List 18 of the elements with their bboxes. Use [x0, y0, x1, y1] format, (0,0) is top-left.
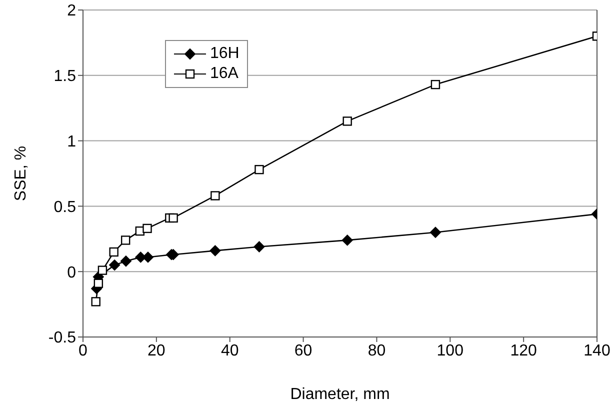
y-tick-label: 1.5 [54, 68, 76, 86]
x-tick-label: 80 [368, 342, 386, 360]
x-tick-label: 0 [78, 342, 88, 360]
y-tick-label: 1 [67, 133, 76, 150]
y-tick-label: 0.5 [54, 198, 76, 216]
x-tick-label: 120 [510, 342, 538, 360]
legend-label: 16H [210, 45, 240, 63]
x-tick-label: 100 [436, 342, 464, 360]
x-tick-label: 60 [294, 342, 312, 360]
y-tick-label: 2 [67, 2, 76, 20]
x-tick-label: 140 [584, 342, 610, 360]
x-axis-title: Diameter, mm [290, 386, 390, 403]
y-axis-title: SSE, % [12, 146, 30, 202]
legend-label: 16A [210, 65, 238, 83]
y-tick-label: 0 [67, 264, 76, 282]
y-tick-label: -0.5 [48, 330, 76, 347]
x-tick-label: 40 [220, 342, 239, 360]
x-tick-label: 20 [148, 342, 166, 360]
